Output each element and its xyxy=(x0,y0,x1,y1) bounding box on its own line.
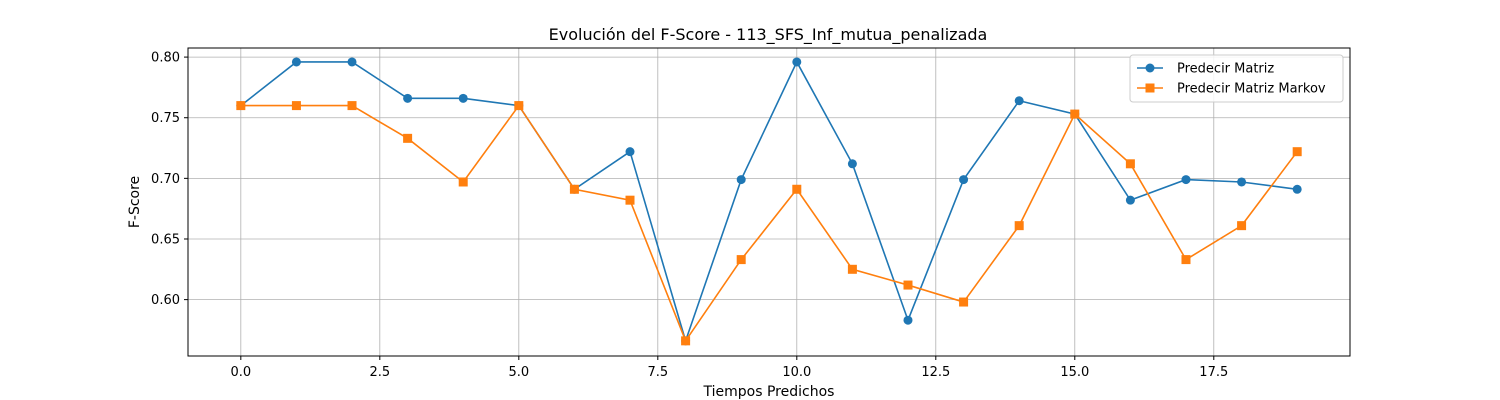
x-tick-label: 17.5 xyxy=(1199,365,1228,380)
ticks: 0.0 2.5 5.0 7.5 10.0 12.5 15.0 17.5 0.60 0.65 0.70… xyxy=(151,51,1228,380)
data-point xyxy=(569,184,579,194)
data-point xyxy=(1181,255,1191,265)
data-point xyxy=(1014,221,1024,231)
data-point xyxy=(625,147,635,157)
x-tick-label: 10.0 xyxy=(782,365,811,380)
plot-frame xyxy=(187,47,1351,357)
data-point xyxy=(514,101,524,111)
series-line xyxy=(240,60,1298,344)
legend-item: Predecir Matriz xyxy=(1137,62,1274,77)
data-point xyxy=(1014,96,1024,106)
data-point xyxy=(959,175,969,185)
data-point xyxy=(847,264,857,274)
y-tick-label: 0.75 xyxy=(151,111,180,126)
data-point xyxy=(681,336,691,346)
data-point xyxy=(1125,195,1135,205)
data-point xyxy=(625,195,635,205)
series-2 xyxy=(236,101,1302,346)
y-tick-label: 0.60 xyxy=(151,293,180,308)
legend-item: Predecir Matriz Markov xyxy=(1137,82,1326,97)
data-point xyxy=(291,57,301,67)
legend-marker xyxy=(1145,83,1155,93)
legend-box xyxy=(1129,54,1344,103)
data-point xyxy=(236,101,246,111)
legend: Predecir Matriz Predecir Matriz Markov xyxy=(1129,54,1344,103)
y-tick-label: 0.80 xyxy=(151,51,180,66)
data-point xyxy=(1181,175,1191,185)
data-point xyxy=(847,159,857,169)
legend-label: Predecir Matriz Markov xyxy=(1177,82,1326,97)
x-tick-label: 15.0 xyxy=(1060,365,1089,380)
data-point xyxy=(347,57,357,67)
data-point xyxy=(903,315,913,325)
data-point xyxy=(1070,109,1080,119)
x-tick-label: 5.0 xyxy=(508,365,529,380)
data-point xyxy=(403,93,413,103)
data-point xyxy=(1237,221,1247,231)
x-tick-label: 2.5 xyxy=(369,365,390,380)
data-point xyxy=(1292,184,1302,194)
x-tick-label: 7.5 xyxy=(647,365,668,380)
data-point xyxy=(736,255,746,265)
chart-title: Evolución del F-Score - 113_SFS_Inf_mutu… xyxy=(549,25,988,45)
y-tick-label: 0.70 xyxy=(151,172,180,187)
y-tick-label: 0.65 xyxy=(151,232,180,247)
data-point xyxy=(458,93,468,103)
series-line xyxy=(240,104,1298,343)
data-point xyxy=(291,101,301,111)
data-point xyxy=(1292,147,1302,157)
data-point xyxy=(792,57,802,67)
data-point xyxy=(792,184,802,194)
data-point xyxy=(403,133,413,143)
x-axis-label: Tiempos Predichos xyxy=(703,384,835,400)
legend-label: Predecir Matriz xyxy=(1177,62,1274,77)
series-layer xyxy=(236,57,1302,346)
data-point xyxy=(347,101,357,111)
y-axis-label: F-Score xyxy=(127,176,143,228)
data-point xyxy=(1125,159,1135,169)
x-tick-label: 12.5 xyxy=(921,365,950,380)
data-point xyxy=(1237,177,1247,187)
x-tick-label: 0.0 xyxy=(230,365,251,380)
legend-marker xyxy=(1145,63,1155,73)
data-point xyxy=(458,177,468,187)
data-point xyxy=(736,175,746,185)
data-point xyxy=(959,297,969,307)
data-point xyxy=(903,280,913,290)
